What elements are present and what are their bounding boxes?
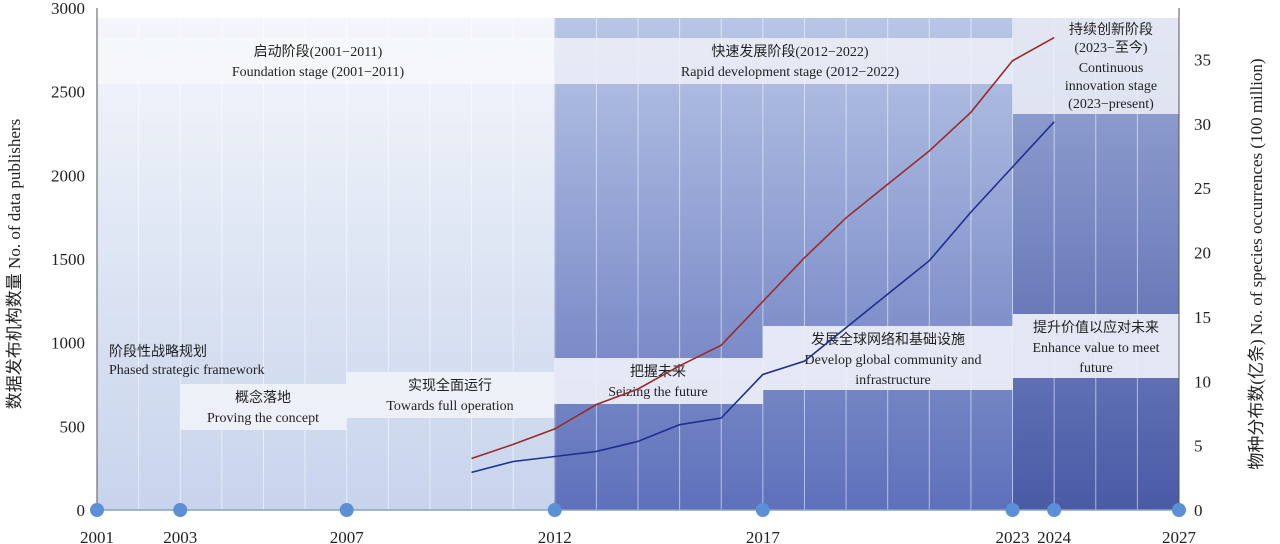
phase-innovation-en-1: Continuous — [1079, 61, 1144, 76]
x-tick-label-2024: 2024 — [1037, 528, 1072, 544]
x-marker-2007 — [339, 503, 354, 517]
phase-innovation-en-2: innovation stage — [1065, 79, 1157, 94]
x-marker-2003 — [173, 503, 188, 517]
series-layer — [471, 36, 1055, 474]
y-right-tick-label-15: 15 — [1194, 308, 1211, 327]
strategy-future-en: Seizing the future — [608, 385, 708, 400]
y-right-tick-label-25: 25 — [1194, 179, 1211, 198]
y-axis-left-label: 数据发布机构数量 No. of data publishers — [5, 119, 24, 409]
y-right-tick-label-20: 20 — [1194, 244, 1211, 263]
y-axis-right-label: 物种分布数(亿条) No. of species occurrences (10… — [1247, 58, 1266, 469]
y-left-tick-label-2000: 2000 — [51, 166, 85, 185]
phase-innovation-en-3: (2023−present) — [1068, 97, 1154, 112]
strategy-proving-en: Proving the concept — [207, 411, 319, 426]
y-left-tick-label-0: 0 — [77, 501, 86, 520]
x-marker-2017 — [755, 503, 770, 517]
strategy-full-operation-en: Towards full operation — [386, 399, 513, 414]
phase-label-band-innovation — [1013, 18, 1179, 114]
strategy-global-zh: 发展全球网络和基础设施 — [811, 331, 965, 348]
phase-foundation-zh: 启动阶段(2001−2011) — [254, 44, 383, 60]
x-marker-2024 — [1047, 503, 1062, 517]
x-tick-label-2001: 2001 — [80, 528, 114, 544]
phase-label-band-foundation — [97, 38, 554, 84]
phase-innovation-zh: 持续创新阶段 — [1069, 21, 1153, 38]
strategy-framework-en: Phased strategic framework — [109, 363, 265, 378]
y-left-tick-label-1000: 1000 — [51, 334, 85, 353]
x-marker-2012 — [547, 503, 562, 517]
strategy-box-proving — [180, 384, 346, 430]
strategy-full-operation-zh: 实现全面运行 — [408, 377, 492, 394]
x-tick-label-2003: 2003 — [163, 528, 197, 544]
x-marker-2023 — [1005, 503, 1020, 517]
y-left-tick-label-500: 500 — [60, 417, 86, 436]
x-axis-markers — [90, 503, 1186, 517]
x-tick-label-2017: 2017 — [746, 528, 781, 544]
phase-bg-foundation — [97, 18, 554, 510]
phase-rapid-zh: 快速发展阶段(2012−2022) — [711, 44, 869, 60]
y-right-tick-label-5: 5 — [1194, 437, 1203, 456]
phase-innovation-zh-years: (2023−至今) — [1074, 40, 1148, 56]
series-line-species-occurrences — [471, 36, 1055, 460]
strategy-future-zh: 把握未来 — [630, 364, 686, 380]
x-tick-label-2023: 2023 — [996, 528, 1030, 544]
phase-rapid-en: Rapid development stage (2012−2022) — [681, 65, 900, 80]
strategy-box-full-operation — [346, 372, 554, 418]
y-right-tick-label-35: 35 — [1194, 50, 1211, 69]
strategy-enhance-en-2: future — [1079, 361, 1112, 376]
x-marker-2027 — [1172, 503, 1186, 517]
strategy-enhance-en-1: Enhance value to meet — [1032, 341, 1159, 356]
x-tick-label-2012: 2012 — [538, 528, 572, 544]
y-left-tick-label-2500: 2500 — [51, 83, 85, 102]
phase-foundation-en: Foundation stage (2001−2011) — [232, 65, 405, 80]
x-marker-2001 — [90, 503, 104, 517]
strategy-box-global — [763, 326, 1013, 390]
x-tick-label-2007: 2007 — [330, 528, 365, 544]
strategy-box-future — [554, 358, 763, 404]
y-right-tick-label-10: 10 — [1194, 372, 1211, 391]
phase-bg-rapid — [554, 18, 1013, 510]
y-right-tick-label-30: 30 — [1194, 115, 1211, 134]
strategy-framework-zh: 阶段性战略规划 — [109, 344, 207, 360]
strategy-box-enhance — [1013, 314, 1179, 378]
y-right-tick-label-0: 0 — [1194, 501, 1203, 520]
tick-labels: 2001 2003 2007 2012 2017 2023 2024 2027 0 500 1000… — [51, 0, 1211, 544]
series-line-data-publishers — [471, 121, 1055, 474]
strategy-global-en-2: infrastructure — [855, 373, 930, 388]
strategy-enhance-zh: 提升价值以应对未来 — [1033, 319, 1159, 336]
strategy-proving-zh: 概念落地 — [235, 389, 291, 406]
y-left-tick-label-3000: 3000 — [51, 0, 85, 18]
strategy-global-en-1: Develop global community and — [805, 353, 982, 368]
x-tick-label-2027: 2027 — [1162, 528, 1197, 544]
phase-label-band-rapid — [554, 38, 1013, 84]
y-left-tick-label-1500: 1500 — [51, 250, 85, 269]
